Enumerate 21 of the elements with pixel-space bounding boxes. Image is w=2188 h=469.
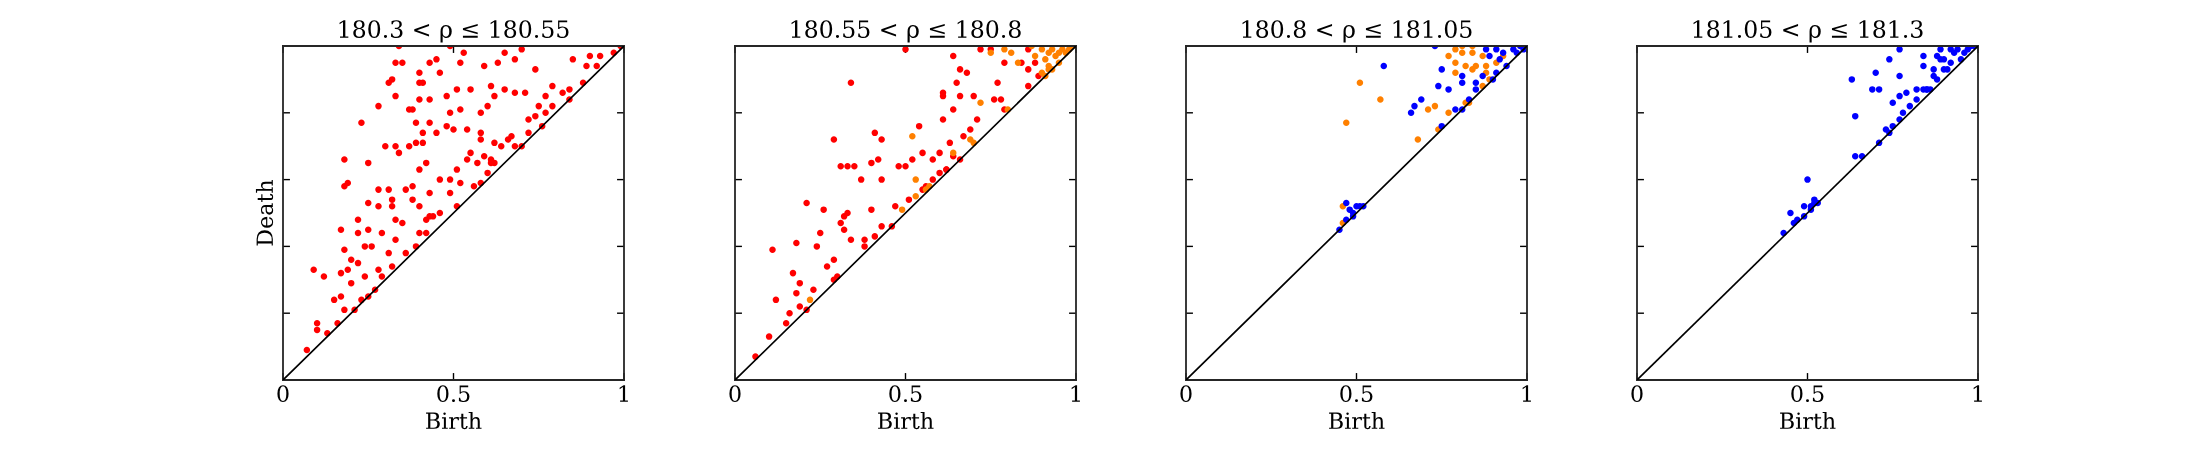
x-tick-label: 0.5 bbox=[437, 385, 470, 403]
x-axis-title: Birth bbox=[1329, 411, 1385, 430]
x-tick-label: 0 bbox=[729, 385, 741, 403]
y-axis-title: Death bbox=[255, 179, 274, 246]
x-axis-title: Birth bbox=[426, 411, 482, 430]
x-axis-title: Birth bbox=[1780, 411, 1836, 430]
x-tick-label: 0.5 bbox=[1791, 385, 1824, 403]
chart-title: 180.55 < ρ ≤ 180.8 bbox=[791, 20, 1021, 43]
x-tick-label: 0.5 bbox=[889, 385, 922, 403]
x-tick-label: 0.5 bbox=[1340, 385, 1373, 403]
x-tick-label: 1 bbox=[1973, 385, 1982, 402]
x-axis-title: Birth bbox=[878, 411, 934, 430]
x-tick-label: 1 bbox=[1071, 385, 1080, 402]
x-tick-label: 0 bbox=[1631, 385, 1643, 403]
x-tick-label: 1 bbox=[619, 385, 628, 402]
chart-title: 180.3 < ρ ≤ 180.55 bbox=[339, 20, 569, 43]
x-tick-label: 0 bbox=[1180, 385, 1192, 403]
x-tick-label: 1 bbox=[1522, 385, 1531, 402]
chart-title: 181.05 < ρ ≤ 181.3 bbox=[1693, 20, 1923, 43]
chart-title: 180.8 < ρ ≤ 181.05 bbox=[1242, 20, 1472, 43]
x-tick-label: 0 bbox=[277, 385, 289, 403]
